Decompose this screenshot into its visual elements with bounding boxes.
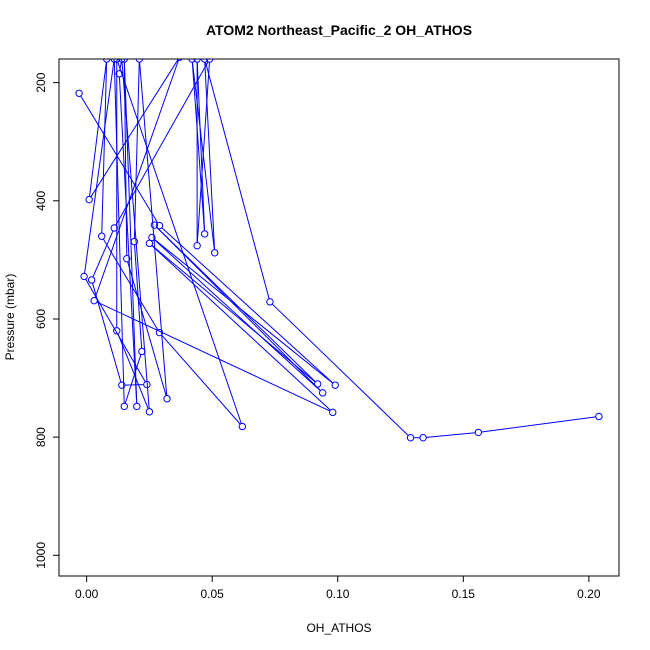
x-tick-label: 0.05	[201, 587, 225, 601]
data-point	[238, 422, 247, 431]
x-tick-label: 0.10	[326, 587, 350, 601]
data-point	[120, 402, 128, 411]
data-point	[113, 59, 121, 63]
data-point	[155, 221, 164, 230]
series-segment	[481, 416, 596, 433]
data-point	[110, 59, 118, 63]
data-point	[103, 59, 111, 63]
x-tick-label: 0.15	[452, 587, 476, 601]
data-point	[145, 408, 154, 416]
series-segment	[96, 301, 331, 412]
series-segment	[85, 278, 146, 383]
series-segment	[113, 62, 125, 404]
series-segment	[119, 62, 122, 71]
series-segment	[151, 245, 316, 383]
x-tick-label: 0.20	[577, 587, 601, 601]
series-segment	[94, 60, 179, 298]
data-point	[474, 428, 483, 437]
series-segment	[153, 239, 321, 392]
data-point	[329, 408, 337, 417]
data-point	[118, 59, 126, 63]
y-tick-label: 400	[34, 190, 48, 210]
series-segment	[196, 62, 206, 231]
series-segment	[139, 62, 168, 396]
series-segment	[127, 261, 167, 396]
plot-frame	[58, 58, 620, 577]
x-tick-label: 0.00	[75, 587, 99, 601]
data-point	[155, 328, 164, 337]
data-point	[150, 221, 159, 229]
series-segment	[191, 62, 205, 231]
y-axis-label: Pressure (mbar)	[3, 274, 17, 361]
series-segment	[92, 230, 114, 278]
series-segment	[117, 61, 242, 424]
data-point	[595, 412, 603, 421]
data-point	[266, 298, 274, 306]
series-segment	[151, 245, 331, 411]
data-point	[331, 381, 339, 389]
data-point	[205, 59, 214, 63]
data-point	[120, 59, 128, 63]
data-point	[113, 327, 121, 335]
data-point	[210, 249, 219, 257]
data-point	[123, 255, 131, 263]
data-point	[145, 239, 154, 248]
data-point	[130, 237, 139, 246]
plot-area	[75, 59, 603, 442]
series-segment	[134, 244, 143, 349]
data-point	[118, 381, 126, 389]
data-point	[163, 395, 171, 403]
data-point	[75, 89, 83, 97]
data-point	[188, 59, 196, 63]
data-point	[193, 242, 201, 250]
series-segment	[84, 62, 115, 274]
data-point	[138, 347, 146, 356]
series-segment	[101, 62, 108, 234]
y-axis: 200 400 600 800 1000	[34, 72, 59, 569]
data-point	[85, 195, 93, 204]
chart-title: ATOM2 Northeast_Pacific_2 OH_ATHOS	[206, 22, 472, 38]
series-segment	[89, 62, 107, 197]
series-segment	[123, 62, 138, 404]
series-segment	[133, 62, 140, 239]
y-tick-label: 600	[34, 309, 48, 329]
series-segment	[115, 61, 209, 226]
y-tick-label: 800	[34, 427, 48, 447]
data-point	[419, 434, 427, 442]
series-segment	[80, 95, 159, 224]
series-segment	[426, 432, 476, 438]
data-point	[193, 59, 201, 63]
data-point	[318, 389, 327, 397]
data-point	[133, 402, 141, 411]
x-axis: 0.00 0.05 0.10 0.15 0.20	[75, 576, 601, 601]
data-point	[313, 380, 322, 388]
data-point	[143, 380, 151, 389]
series-segment	[124, 354, 142, 404]
data-point	[406, 434, 415, 442]
series-segment	[90, 59, 179, 198]
data-point	[200, 230, 209, 238]
data-point	[110, 224, 118, 232]
data-point	[87, 276, 96, 284]
series-segment	[191, 62, 215, 250]
data-point	[200, 59, 209, 63]
data-point	[90, 296, 98, 305]
data-point	[176, 59, 183, 61]
x-axis-label: OH_ATHOS	[306, 621, 371, 635]
y-tick-label: 200	[34, 72, 48, 92]
series-segment	[271, 303, 409, 436]
series-segment	[123, 62, 128, 256]
series-segment	[204, 62, 216, 250]
series-segment	[118, 76, 138, 404]
series-segment	[204, 61, 270, 299]
series-segment	[156, 226, 316, 383]
y-tick-label: 1000	[34, 542, 48, 569]
data-point	[115, 70, 123, 78]
data-point	[135, 59, 144, 63]
series-segment	[161, 227, 334, 384]
data-point	[80, 272, 88, 281]
data-point	[97, 232, 106, 240]
series-segment	[161, 334, 241, 425]
